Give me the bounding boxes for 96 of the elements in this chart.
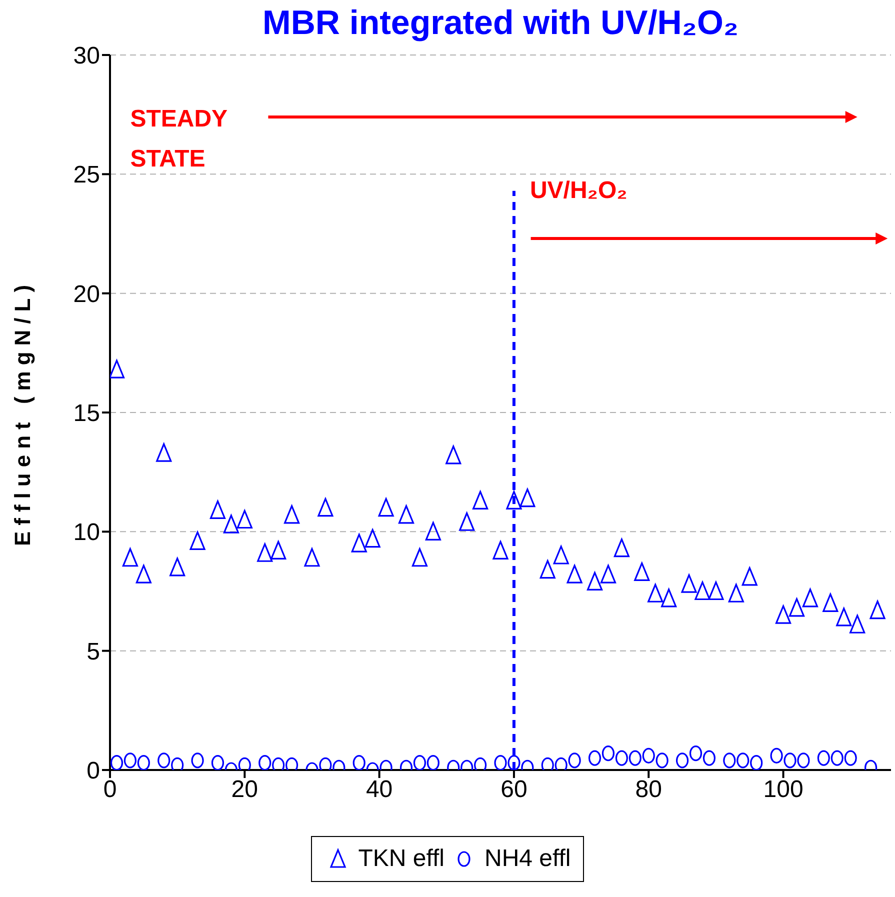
annotation: STEADY STATE — [130, 106, 228, 172]
point — [520, 488, 536, 508]
point — [588, 750, 602, 766]
point — [425, 522, 441, 540]
point — [257, 543, 273, 562]
point — [788, 598, 805, 617]
y-tick-label: 25 — [73, 162, 100, 189]
point — [694, 581, 710, 600]
point — [210, 500, 226, 520]
point — [628, 750, 642, 766]
y-tick-label: 10 — [73, 519, 100, 546]
chart-title: MBR integrated with UV/H₂O₂ — [262, 4, 740, 43]
point — [413, 755, 426, 770]
point — [797, 752, 810, 768]
point — [775, 605, 792, 624]
point — [844, 750, 857, 766]
x-tick-label: 40 — [366, 776, 393, 804]
point — [540, 560, 556, 579]
point — [656, 752, 668, 768]
point — [492, 540, 508, 560]
point — [661, 588, 677, 608]
point — [600, 564, 616, 584]
point — [156, 443, 172, 462]
y-axis-title: Effluent (mgN/L) — [10, 278, 35, 546]
point — [586, 572, 603, 591]
point — [708, 581, 724, 600]
point — [750, 755, 763, 770]
point — [136, 564, 152, 584]
point — [398, 505, 414, 524]
point — [676, 752, 689, 768]
point — [364, 529, 380, 548]
point — [352, 755, 366, 770]
point — [506, 490, 522, 510]
point — [568, 752, 581, 768]
point — [723, 752, 736, 768]
point — [648, 584, 664, 602]
point — [802, 588, 818, 608]
point — [158, 752, 170, 768]
point — [553, 546, 569, 564]
point — [412, 548, 428, 567]
point — [566, 564, 582, 584]
y-tick-label: 30 — [73, 42, 100, 70]
point — [110, 360, 125, 378]
point — [351, 534, 367, 552]
y-tick-label: 0 — [86, 758, 100, 785]
point — [784, 752, 796, 768]
point — [170, 558, 186, 576]
point — [615, 750, 628, 766]
point — [211, 755, 224, 770]
point — [689, 746, 702, 762]
point — [850, 614, 866, 634]
point — [236, 510, 252, 529]
point — [378, 498, 394, 517]
x-tick-label: 20 — [231, 776, 258, 804]
point — [614, 538, 630, 558]
point — [642, 748, 655, 764]
point — [830, 750, 844, 766]
point — [110, 755, 124, 770]
legend-label: NH4 effl — [484, 845, 571, 873]
point — [459, 512, 475, 531]
point — [817, 750, 830, 766]
point — [137, 755, 150, 770]
x-tick-label: 100 — [763, 776, 804, 804]
legend-label: TKN effl — [358, 845, 444, 873]
point — [508, 755, 520, 770]
point — [736, 752, 750, 768]
point — [122, 548, 138, 567]
x-tick-label: 60 — [500, 776, 528, 804]
point — [124, 752, 136, 768]
point — [870, 600, 886, 620]
point — [258, 755, 272, 770]
y-tick-label: 15 — [73, 400, 100, 428]
point — [446, 446, 462, 464]
point — [426, 755, 440, 770]
y-tick-label: 20 — [73, 280, 100, 308]
point — [494, 755, 507, 770]
point — [191, 752, 204, 768]
x-tick-label: 80 — [635, 776, 662, 804]
point — [702, 750, 716, 766]
point — [472, 490, 488, 510]
point — [681, 574, 697, 593]
y-tick-label: 5 — [86, 638, 100, 666]
point — [836, 608, 852, 626]
point — [284, 505, 300, 524]
point — [728, 584, 744, 602]
ref-line-label: UV/H₂O₂ — [530, 177, 628, 204]
point — [304, 548, 320, 567]
point — [742, 567, 758, 586]
point — [634, 562, 650, 581]
point — [770, 748, 783, 764]
point — [270, 540, 286, 560]
point — [602, 746, 615, 762]
point — [318, 498, 334, 517]
point — [223, 514, 239, 534]
point — [190, 531, 206, 550]
point — [822, 593, 838, 612]
